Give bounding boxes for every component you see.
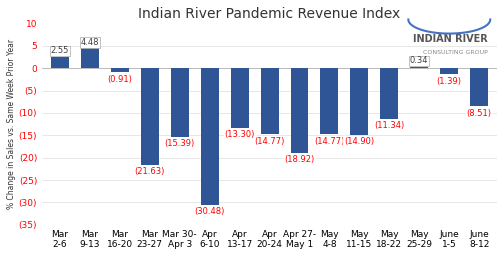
Bar (81, 48, 99, 68)
Bar (141, 68, 159, 165)
Text: (8.51): (8.51) (467, 109, 491, 118)
Bar (231, 68, 248, 128)
Bar (381, 68, 398, 119)
Bar (201, 68, 219, 205)
Text: 2.55: 2.55 (51, 47, 69, 56)
Text: CONSULTING GROUP: CONSULTING GROUP (423, 50, 488, 55)
Title: Indian River Pandemic Revenue Index: Indian River Pandemic Revenue Index (139, 7, 401, 21)
Y-axis label: % Change in Sales vs. Same Week Prior Year: % Change in Sales vs. Same Week Prior Ye… (7, 39, 16, 209)
Text: (1.39): (1.39) (436, 77, 462, 86)
Text: (15.39): (15.39) (165, 139, 195, 148)
Bar (440, 68, 458, 74)
Bar (290, 68, 308, 153)
Bar (470, 68, 488, 106)
Text: 0.34: 0.34 (410, 56, 428, 65)
Bar (111, 68, 129, 72)
Text: (18.92): (18.92) (284, 155, 314, 164)
Text: (14.77): (14.77) (255, 136, 285, 146)
Text: (21.63): (21.63) (135, 167, 165, 176)
Text: (0.91): (0.91) (107, 74, 133, 83)
Bar (321, 68, 338, 134)
Text: (11.34): (11.34) (374, 121, 404, 130)
Bar (171, 68, 189, 137)
Bar (261, 68, 279, 134)
Bar (410, 67, 428, 68)
Bar (350, 68, 368, 135)
Bar (51, 57, 69, 68)
Text: (13.30): (13.30) (224, 130, 255, 139)
Text: INDIAN RIVER: INDIAN RIVER (413, 34, 488, 44)
Text: 4.48: 4.48 (81, 38, 99, 47)
Text: (30.48): (30.48) (195, 207, 225, 216)
Text: (14.90): (14.90) (344, 137, 374, 146)
Text: (14.77): (14.77) (314, 136, 345, 146)
